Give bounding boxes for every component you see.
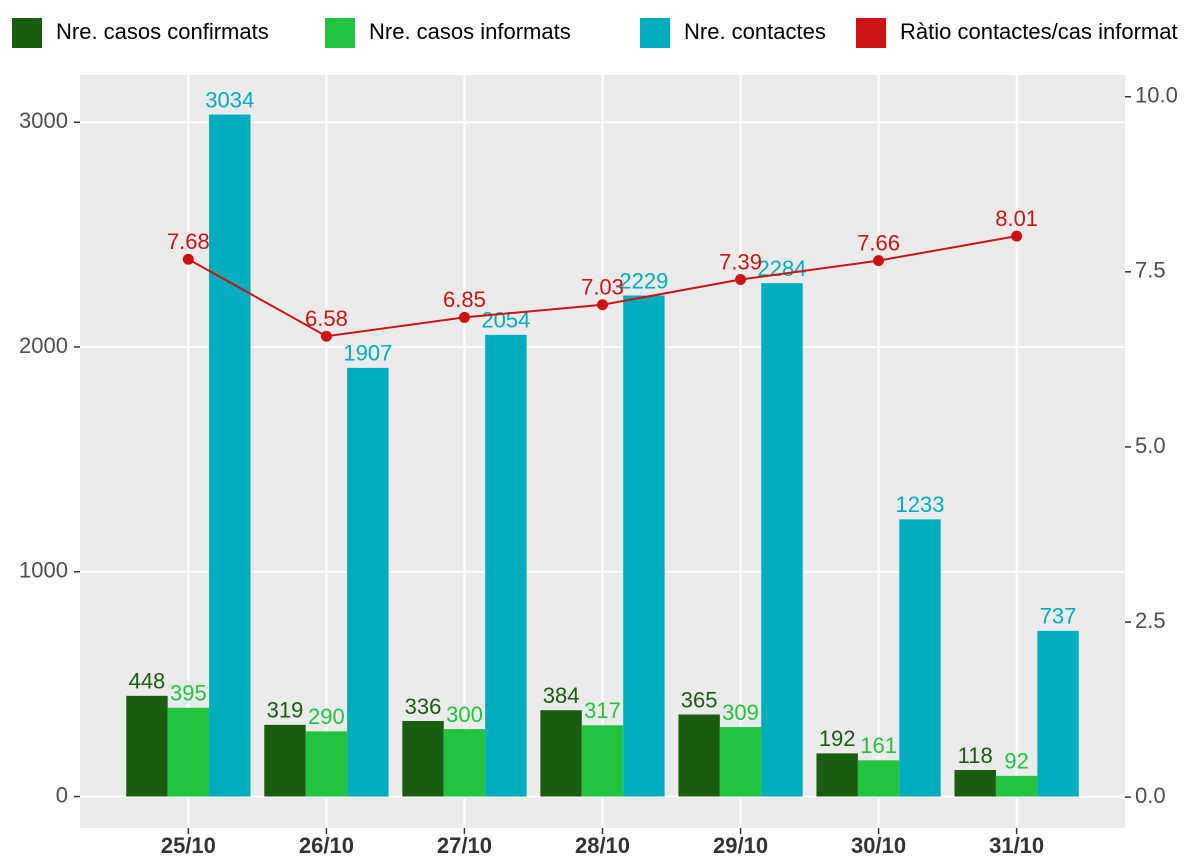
bar bbox=[540, 710, 582, 797]
bar bbox=[816, 753, 858, 797]
legend-label: Nre. casos confirmats bbox=[56, 19, 269, 44]
bar bbox=[719, 727, 762, 797]
data-label: 1233 bbox=[896, 492, 945, 517]
data-label: 192 bbox=[819, 726, 856, 751]
data-label: 6.58 bbox=[305, 306, 348, 331]
ratio-point bbox=[735, 274, 747, 286]
data-label: 7.68 bbox=[167, 229, 210, 254]
bar bbox=[857, 760, 900, 797]
data-label: 7.03 bbox=[581, 275, 624, 300]
data-label: 1907 bbox=[343, 341, 392, 366]
data-label: 92 bbox=[1004, 749, 1028, 774]
data-label: 3034 bbox=[205, 87, 254, 112]
ratio-point bbox=[458, 311, 470, 323]
data-label: 309 bbox=[722, 700, 759, 725]
bar bbox=[899, 519, 941, 797]
bar bbox=[995, 775, 1038, 797]
bar bbox=[126, 695, 168, 797]
data-label: 2229 bbox=[619, 268, 668, 293]
data-label: 6.85 bbox=[443, 287, 486, 312]
ratio-point bbox=[1011, 230, 1023, 242]
x-tick-label: 25/10 bbox=[161, 833, 216, 858]
data-label: 384 bbox=[543, 683, 580, 708]
bar bbox=[264, 724, 306, 797]
x-tick-label: 29/10 bbox=[713, 833, 768, 858]
data-label: 317 bbox=[584, 698, 621, 723]
legend-swatch bbox=[856, 18, 886, 48]
y2-tick-label: 7.5 bbox=[1135, 258, 1166, 283]
legend-label: Nre. contactes bbox=[684, 19, 826, 44]
ratio-point bbox=[873, 255, 885, 267]
bar bbox=[167, 707, 210, 797]
x-tick-label: 30/10 bbox=[851, 833, 906, 858]
y2-tick-label: 2.5 bbox=[1135, 608, 1166, 633]
bar bbox=[347, 367, 389, 797]
x-tick-label: 28/10 bbox=[575, 833, 630, 858]
bar bbox=[1037, 630, 1079, 797]
data-label: 8.01 bbox=[995, 206, 1038, 231]
legend-swatch bbox=[640, 18, 670, 48]
y-tick-label: 2000 bbox=[19, 333, 68, 358]
y2-tick-label: 10.0 bbox=[1135, 83, 1178, 108]
ratio-point bbox=[182, 253, 194, 265]
bar bbox=[581, 725, 624, 797]
data-label: 300 bbox=[446, 702, 483, 727]
y-tick-label: 3000 bbox=[19, 108, 68, 133]
bar bbox=[443, 729, 486, 797]
x-tick-label: 31/10 bbox=[989, 833, 1044, 858]
bar bbox=[761, 283, 803, 797]
y2-tick-label: 0.0 bbox=[1135, 783, 1166, 808]
data-label: 395 bbox=[170, 681, 207, 706]
bar bbox=[954, 770, 996, 797]
y2-tick-label: 5.0 bbox=[1135, 433, 1166, 458]
bar bbox=[623, 295, 665, 797]
data-label: 319 bbox=[267, 698, 304, 723]
ratio-point bbox=[597, 299, 608, 311]
data-label: 7.39 bbox=[719, 249, 762, 274]
bar bbox=[305, 731, 348, 797]
y-tick-label: 0 bbox=[56, 782, 68, 807]
bar bbox=[485, 334, 527, 797]
data-label: 118 bbox=[958, 743, 993, 768]
y-tick-label: 1000 bbox=[19, 558, 68, 583]
data-label: 161 bbox=[860, 733, 897, 758]
data-label: 7.66 bbox=[857, 230, 900, 255]
data-label: 365 bbox=[681, 687, 718, 712]
legend-swatch bbox=[12, 18, 42, 48]
bar bbox=[402, 721, 444, 797]
bar bbox=[209, 114, 251, 797]
ratio-point bbox=[320, 330, 332, 342]
x-tick-label: 27/10 bbox=[437, 833, 492, 858]
legend-swatch bbox=[325, 18, 355, 48]
legend-label: Nre. casos informats bbox=[369, 19, 571, 44]
data-label: 448 bbox=[129, 669, 166, 694]
data-label: 290 bbox=[308, 704, 345, 729]
legend-label: Ràtio contactes/cas informat bbox=[900, 19, 1178, 44]
data-label: 336 bbox=[405, 694, 442, 719]
data-label: 737 bbox=[1040, 604, 1077, 629]
x-tick-label: 26/10 bbox=[299, 833, 354, 858]
bar bbox=[678, 714, 720, 797]
